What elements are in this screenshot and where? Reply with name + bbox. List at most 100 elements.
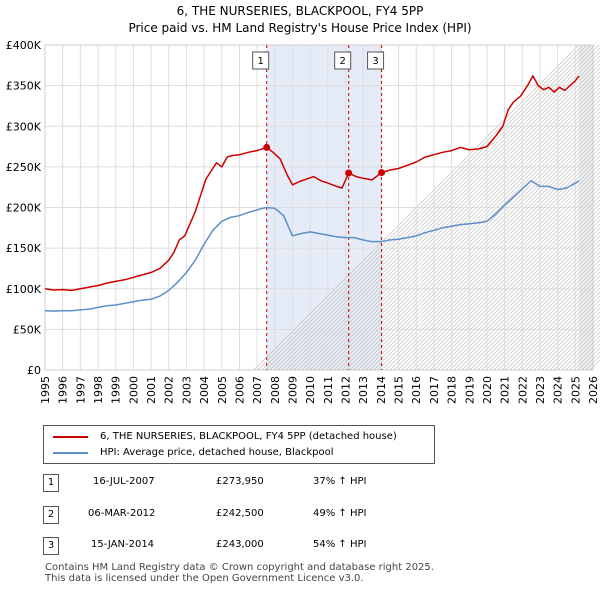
projection-hatch <box>489 259 600 371</box>
projection-hatch <box>441 211 600 371</box>
x-tick-label: 2026 <box>587 376 600 404</box>
projection-hatch <box>445 215 600 371</box>
x-tick-label: 2000 <box>127 376 140 404</box>
projection-hatch <box>433 203 600 371</box>
projection-hatch <box>509 279 600 371</box>
projection-hatch <box>473 243 600 371</box>
projection-hatch <box>469 239 600 371</box>
x-tick-label: 2018 <box>446 376 459 404</box>
y-tick-label: £300K <box>6 120 42 133</box>
x-tick-label: 2005 <box>216 376 229 404</box>
y-tick-label: £350K <box>6 80 42 93</box>
sale-marker-label: 3 <box>372 56 378 67</box>
x-tick-label: 2002 <box>163 376 176 404</box>
projection-hatch <box>541 311 600 371</box>
projection-hatch <box>505 275 600 371</box>
x-tick-label: 2009 <box>286 376 299 404</box>
x-tick-label: 2013 <box>357 376 370 404</box>
x-tick-label: 2003 <box>180 376 193 404</box>
projection-hatch <box>517 287 600 371</box>
sale-point <box>263 143 271 151</box>
projection-hatch <box>521 291 600 371</box>
sale-marker-label: 2 <box>340 56 346 67</box>
x-tick-label: 2016 <box>410 376 423 404</box>
x-tick-label: 2021 <box>499 376 512 404</box>
transaction-number: 1 <box>43 474 59 492</box>
sale-point <box>345 169 353 177</box>
chart-title: 6, THE NURSERIES, BLACKPOOL, FY4 5PP <box>176 4 424 18</box>
transaction-change: 37% ↑ HPI <box>313 476 367 487</box>
transaction-price: £273,950 <box>216 476 264 487</box>
y-tick-label: £150K <box>6 242 42 255</box>
sale-marker-box <box>252 51 270 70</box>
x-tick-label: 2020 <box>481 376 494 404</box>
projection-hatch <box>529 299 600 371</box>
projection-hatch <box>513 283 600 371</box>
sale-marker-label: 1 <box>257 56 263 67</box>
x-tick-label: 1998 <box>92 376 105 404</box>
projection-hatch <box>449 219 600 371</box>
x-tick-label: 1999 <box>110 376 123 404</box>
projection-hatch <box>501 271 600 371</box>
x-tick-label: 1997 <box>74 376 87 404</box>
projection-hatch <box>525 295 600 371</box>
projection-hatch <box>437 207 600 371</box>
projection-hatch <box>481 251 600 371</box>
transaction-date: 16-JUL-2007 <box>93 476 155 487</box>
x-tick-label: 2006 <box>233 376 246 404</box>
transaction-row: 1 16-JUL-2007 £273,950 37% ↑ HPI <box>0 474 600 492</box>
y-tick-label: £0 <box>27 364 41 377</box>
x-tick-label: 2011 <box>322 376 335 404</box>
transaction-price: £243,000 <box>216 539 264 550</box>
projection-hatch <box>497 267 600 371</box>
plot-border <box>44 44 594 371</box>
legend-label-property: 6, THE NURSERIES, BLACKPOOL, FY4 5PP (de… <box>100 431 397 442</box>
x-tick-label: 2014 <box>375 376 388 404</box>
transaction-row: 2 06-MAR-2012 £242,500 49% ↑ HPI <box>0 506 600 524</box>
transaction-change: 54% ↑ HPI <box>313 539 367 550</box>
x-tick-label: 2008 <box>269 376 282 404</box>
transaction-number: 3 <box>43 537 59 555</box>
legend-swatch-hpi <box>53 452 88 454</box>
y-tick-label: £50K <box>13 323 42 336</box>
footer-licence: This data is licensed under the Open Gov… <box>45 573 364 584</box>
x-tick-label: 1996 <box>57 376 70 404</box>
projection-hatch <box>453 223 600 371</box>
transaction-date: 15-JAN-2014 <box>91 539 155 550</box>
series-line <box>44 75 580 292</box>
transaction-row: 3 15-JAN-2014 £243,000 54% ↑ HPI <box>0 537 600 555</box>
projection-hatch <box>493 263 600 371</box>
x-tick-label: 2023 <box>534 376 547 404</box>
legend-label-hpi: HPI: Average price, detached house, Blac… <box>100 447 334 458</box>
price-chart: £0 £50K £100K £150K £200K £250K £300K £350K £400… <box>6 39 600 404</box>
legend-swatch-property <box>53 436 88 438</box>
x-tick-label: 2001 <box>145 376 158 404</box>
sale-marker-box <box>334 51 352 70</box>
x-tick-label: 1995 <box>39 376 52 404</box>
x-tick-label: 2017 <box>428 376 441 404</box>
transaction-date: 06-MAR-2012 <box>88 508 156 519</box>
transaction-number: 2 <box>43 506 59 524</box>
x-tick-label: 2004 <box>198 376 211 404</box>
y-tick-label: £100K <box>6 283 42 296</box>
y-tick-label: £200K <box>6 202 42 215</box>
projection-hatch <box>537 307 600 371</box>
x-tick-label: 2019 <box>463 376 476 404</box>
projection-hatch <box>533 303 600 371</box>
x-tick-label: 2025 <box>569 376 582 404</box>
x-tick-label: 2024 <box>552 376 565 404</box>
footer-copyright: Contains HM Land Registry data © Crown c… <box>45 562 434 573</box>
transaction-change: 49% ↑ HPI <box>313 508 367 519</box>
x-tick-label: 2015 <box>393 376 406 404</box>
x-tick-label: 2010 <box>304 376 317 404</box>
chart-legend: 6, THE NURSERIES, BLACKPOOL, FY4 5PP (de… <box>43 425 435 464</box>
projection-hatch <box>457 227 600 371</box>
y-tick-label: £400K <box>6 39 42 52</box>
projection-hatch <box>461 231 600 371</box>
projection-hatch <box>465 235 600 371</box>
x-tick-label: 2007 <box>251 376 264 404</box>
transaction-price: £242,500 <box>216 508 264 519</box>
sale-point <box>378 169 386 177</box>
series-line <box>44 179 580 312</box>
sale-marker-box <box>367 51 385 70</box>
